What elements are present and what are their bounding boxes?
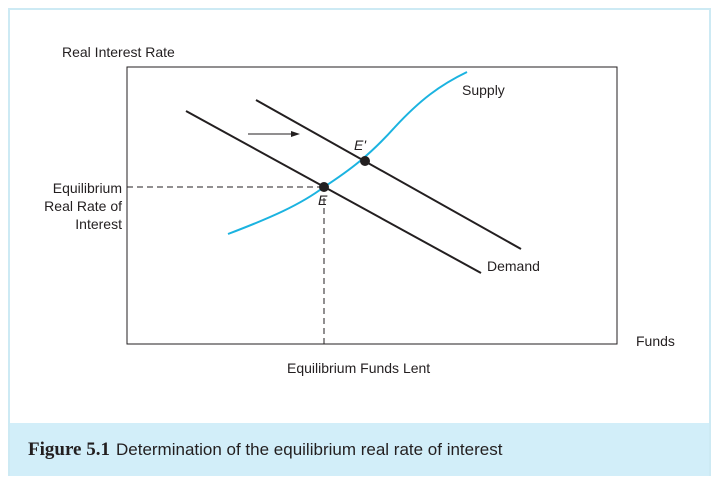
figure-number: Figure 5.1 [28, 439, 110, 460]
shifted-demand-curve [255, 99, 522, 250]
point-e [319, 182, 329, 192]
point-e-label: E [318, 192, 328, 208]
equilibrium-funds-label: Equilibrium Funds Lent [287, 360, 431, 376]
figure-frame [8, 8, 711, 476]
demand-label: Demand [487, 258, 540, 274]
point-e-prime-label: E' [354, 137, 367, 153]
figure-caption: Figure 5.1 Determination of the equilibri… [28, 439, 502, 461]
point-e-prime [360, 156, 370, 166]
supply-curve [227, 71, 468, 235]
shift-arrow-head [291, 131, 300, 137]
original-demand-curve [185, 110, 482, 274]
plot-area-border [126, 66, 618, 345]
supply-label: Supply [462, 82, 505, 98]
equilibrium-rate-label: Equilibrium Real Rate of Interest [44, 180, 122, 232]
caption-bar: Figure 5.1 Determination of the equilibri… [10, 423, 709, 476]
y-axis-label: Real Interest Rate [62, 44, 175, 60]
x-axis-label: Funds [636, 333, 675, 349]
caption-description: Determination of the equilibrium real ra… [115, 440, 503, 459]
